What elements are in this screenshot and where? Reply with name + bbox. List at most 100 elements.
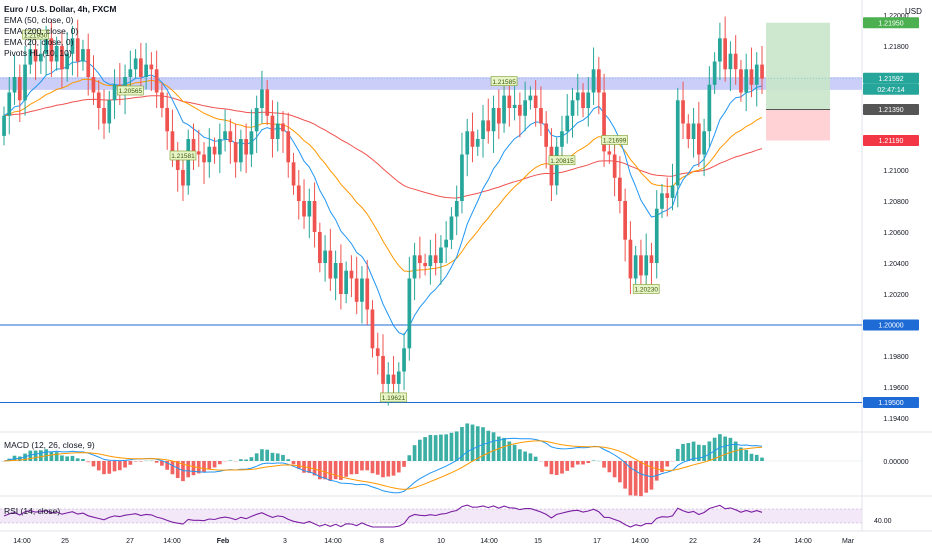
candle-body	[17, 77, 22, 101]
macd-histogram-bar	[507, 441, 512, 461]
candle-body	[733, 53, 738, 70]
candle-body	[602, 92, 606, 152]
macd-histogram-bar	[428, 434, 433, 461]
macd-histogram-bar	[491, 432, 496, 461]
candle-body	[165, 108, 169, 132]
candle-body	[565, 115, 570, 132]
candle-body	[86, 49, 91, 77]
candle-body	[439, 247, 443, 263]
macd-histogram-bar	[212, 461, 217, 468]
time-axis-label: 14:00	[13, 538, 31, 545]
macd-histogram-bar	[86, 461, 91, 463]
macd-histogram-bar	[233, 461, 238, 462]
candle-body	[49, 38, 54, 62]
macd-histogram-bar	[486, 430, 491, 461]
candle-body	[2, 115, 6, 136]
time-axis-label: 14:00	[163, 538, 181, 545]
macd-histogram-bar	[249, 457, 254, 461]
pivot-label-text: 1.21581	[171, 153, 195, 160]
macd-zero-tick: 0.00000	[883, 459, 908, 466]
macd-histogram-bar	[449, 432, 454, 461]
ema-20-legend[interactable]: EMA (20, close, 0)	[4, 37, 74, 47]
candle-body	[549, 146, 554, 186]
candle-body	[607, 151, 612, 155]
ema-200-legend[interactable]: EMA (200, close, 0)	[4, 26, 79, 36]
candle-body	[723, 38, 727, 70]
rsi-band	[0, 509, 862, 523]
macd-histogram-bar	[33, 450, 38, 461]
candle-body	[386, 374, 391, 384]
candle-body	[396, 371, 401, 384]
price-axis-badge: 02:47:14	[863, 83, 919, 95]
candle-body	[75, 38, 80, 62]
candle-body	[433, 255, 438, 263]
candle-body	[465, 131, 470, 155]
price-tick-label: 1.22000	[883, 13, 908, 20]
macd-histogram-bar	[128, 461, 133, 465]
time-axis-label: 14:00	[794, 538, 812, 545]
symbol-title[interactable]: Euro / U.S. Dollar, 4h, FXCM	[4, 4, 117, 14]
price-tick-label: 1.21000	[883, 168, 908, 175]
macd-histogram-bar	[454, 431, 459, 461]
macd-histogram-bar	[439, 434, 443, 461]
macd-histogram-bar	[512, 444, 517, 461]
macd-histogram-bar	[370, 461, 375, 474]
candle-body	[554, 146, 559, 186]
pivots-legend[interactable]: Pivots HL (10, 10)	[4, 48, 72, 58]
time-axis-label: 25	[61, 538, 69, 545]
macd-histogram-bar	[339, 461, 343, 480]
pivot-label-text: 1.20815	[550, 158, 574, 165]
price-badge-text: 1.21190	[879, 138, 904, 145]
time-axis-label: 14:00	[631, 538, 649, 545]
candle-body	[81, 49, 85, 62]
price-badge-text: 1.21950	[878, 20, 903, 27]
candle-body	[560, 131, 564, 147]
candle-body	[218, 139, 222, 155]
macd-label[interactable]: MACD (12, 26, close, 9)	[4, 440, 95, 450]
macd-histogram-bar	[518, 449, 522, 461]
resistance-zone	[0, 77, 862, 90]
macd-histogram-bar	[412, 445, 417, 461]
macd-histogram-bar	[165, 461, 170, 470]
macd-histogram-bar	[70, 455, 75, 461]
candle-body	[449, 216, 454, 240]
macd-histogram-bar	[749, 453, 754, 461]
candle-body	[181, 170, 185, 186]
price-badge-bg	[863, 135, 919, 147]
price-badge-text: 1.20000	[878, 323, 903, 330]
candle-body	[170, 131, 175, 155]
macd-histogram-bar	[418, 439, 422, 461]
candle-body	[275, 123, 280, 139]
rsi-label[interactable]: RSI (14, close)	[4, 506, 61, 516]
candle-body	[518, 104, 522, 116]
macd-histogram-bar	[465, 423, 470, 461]
macd-histogram-bar	[607, 461, 612, 473]
macd-histogram-bar	[296, 461, 301, 469]
macd-histogram-bar	[260, 449, 264, 461]
macd-histogram-bar	[386, 461, 391, 477]
macd-histogram-bar	[660, 461, 664, 473]
candle-body	[33, 49, 38, 62]
candle-body	[7, 92, 12, 116]
macd-histogram-bar	[654, 461, 659, 481]
macd-histogram-bar	[760, 457, 764, 461]
candle-body	[686, 123, 691, 139]
candle-body	[707, 84, 712, 132]
candle-body	[96, 92, 101, 108]
price-badge-bg	[863, 397, 919, 408]
macd-histogram-bar	[586, 461, 591, 464]
candle-body	[344, 270, 348, 294]
price-badge-bg	[863, 319, 919, 331]
candle-body	[112, 84, 117, 101]
candle-body	[702, 131, 706, 155]
candle-body	[491, 108, 496, 132]
ema-50-legend[interactable]: EMA (50, close, 0)	[4, 15, 74, 25]
candle-body	[102, 108, 106, 124]
macd-histogram-bar	[675, 448, 680, 461]
macd-histogram-bar	[344, 461, 348, 477]
candle-body	[728, 53, 733, 70]
price-badge-bg	[863, 104, 919, 116]
candle-body	[423, 263, 427, 267]
